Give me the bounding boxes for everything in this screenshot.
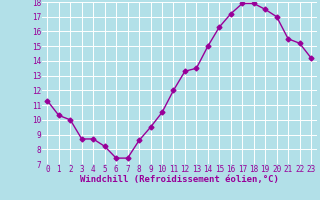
X-axis label: Windchill (Refroidissement éolien,°C): Windchill (Refroidissement éolien,°C) [80,175,279,184]
